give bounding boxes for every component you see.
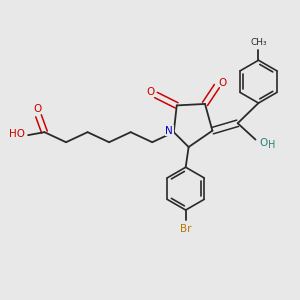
Text: O: O	[146, 87, 155, 97]
Text: CH₃: CH₃	[250, 38, 267, 47]
Text: O: O	[218, 78, 226, 88]
Text: O: O	[260, 138, 268, 148]
Text: N: N	[165, 126, 173, 136]
Text: HO: HO	[9, 129, 25, 139]
Text: Br: Br	[180, 224, 191, 234]
Text: O: O	[34, 104, 42, 114]
Text: H: H	[268, 140, 275, 150]
